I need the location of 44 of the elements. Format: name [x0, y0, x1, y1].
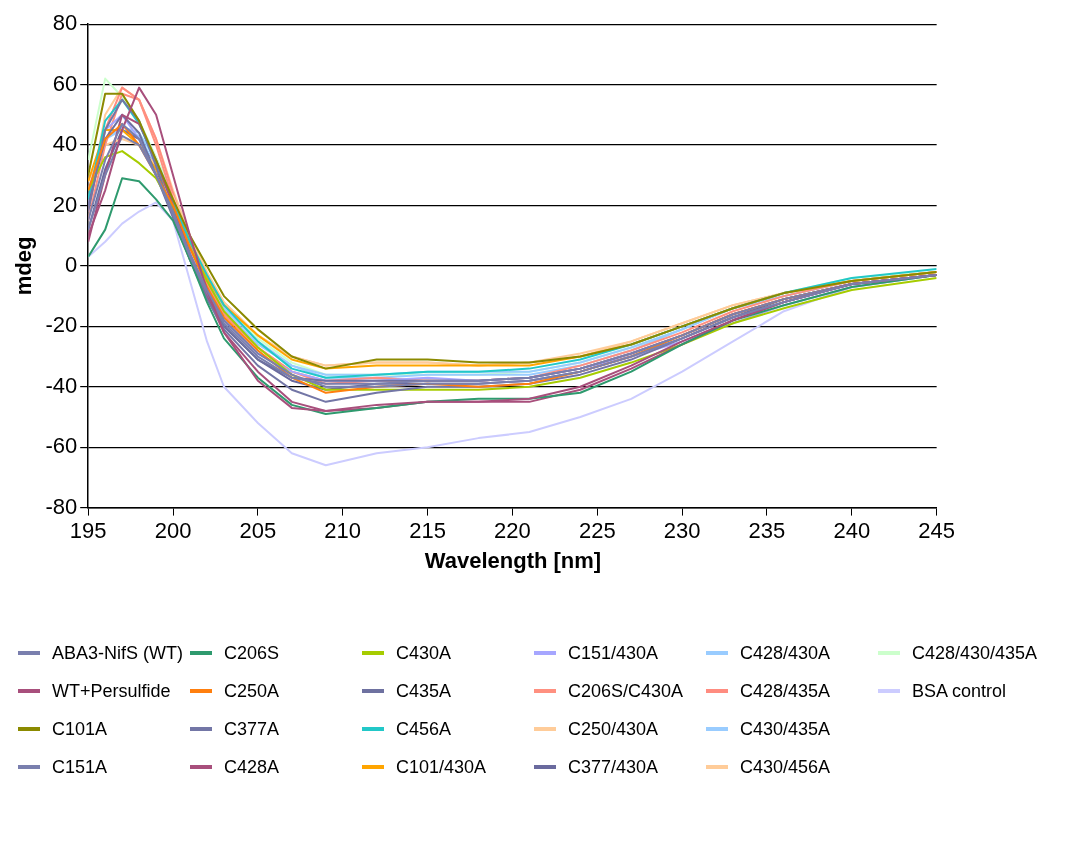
x-tick-label: 230 [663, 517, 701, 543]
legend-label: C428/435A [740, 680, 831, 702]
legend-label: BSA control [912, 680, 1007, 702]
y-tick-label: 20 [52, 191, 78, 217]
x-tick-label: 220 [494, 517, 531, 543]
legend-label: C430/435A [740, 718, 831, 740]
legend-label: C377/430A [568, 756, 659, 778]
y-tick-label: -60 [45, 433, 78, 459]
y-tick-label: 40 [52, 131, 78, 157]
legend-label: C151A [52, 756, 108, 778]
x-tick-label: 245 [918, 517, 956, 543]
y-tick-label: -20 [45, 312, 78, 338]
legend-label: C206S/C430A [568, 680, 684, 702]
y-tick-label: -40 [45, 372, 78, 398]
legend-label: C435A [396, 680, 452, 702]
y-axis-title: mdeg [11, 236, 37, 296]
y-tick-label: 80 [52, 10, 78, 36]
x-tick-label: 235 [748, 517, 786, 543]
legend-label: C430/456A [740, 756, 831, 778]
legend-label: C428/430A [740, 642, 831, 664]
x-tick-label: 210 [324, 517, 362, 543]
legend-label: C206S [224, 642, 280, 664]
x-axis-title: Wavelength [nm] [423, 548, 603, 574]
x-tick-label: 200 [154, 517, 192, 543]
y-tick-label: 0 [64, 251, 78, 277]
legend-label: C101A [52, 718, 108, 740]
legend-label: C430A [396, 642, 452, 664]
legend-label: C250A [224, 680, 280, 702]
legend-label: C250/430A [568, 718, 659, 740]
x-tick-label: 225 [578, 517, 616, 543]
y-tick-label: -80 [45, 493, 78, 519]
legend-label: C151/430A [568, 642, 659, 664]
y-tick-label: 60 [52, 70, 78, 96]
legend-label: C456A [396, 718, 452, 740]
x-tick-label: 195 [69, 517, 107, 543]
legend-label: C377A [224, 718, 280, 740]
legend-label: C428/430/435A [912, 642, 1038, 664]
x-tick-label: 215 [409, 517, 446, 543]
x-tick-label: 205 [239, 517, 277, 543]
legend-label: C101/430A [396, 756, 487, 778]
x-tick-label: 240 [833, 517, 871, 543]
legend-label: ABA3-NifS (WT) [52, 642, 184, 664]
legend-label: C428A [224, 756, 280, 778]
legend-label: WT+Persulfide [52, 680, 171, 702]
